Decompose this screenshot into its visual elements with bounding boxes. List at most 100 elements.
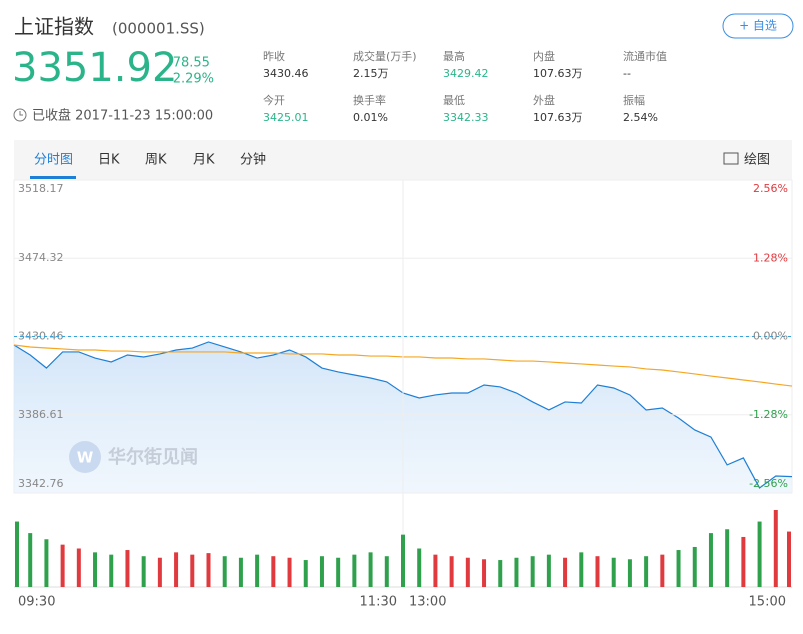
x-tick-label: 11:30: [360, 595, 397, 610]
watermark: 华尔街见闻: [108, 446, 198, 468]
volume-bar: [93, 552, 98, 587]
stat-value: 3430.46: [263, 67, 309, 80]
volume-bar: [157, 557, 162, 587]
tab-underline: [30, 176, 76, 179]
price-change-pct: -2.29%: [168, 72, 214, 87]
volume-bar: [60, 544, 65, 587]
volume-bar: [15, 521, 19, 587]
volume-bar: [530, 556, 535, 587]
y2-tick-label: 1.28%: [753, 251, 788, 264]
volume-bar: [319, 556, 324, 587]
draw-icon[interactable]: [723, 152, 739, 165]
watermark-logo-mark: W: [77, 449, 94, 467]
stat-value: 2.15万: [353, 67, 389, 80]
watch-button[interactable]: [722, 13, 794, 39]
y2-tick-label: 2.56%: [753, 182, 788, 195]
watermark-logo: [69, 441, 101, 473]
volume-bar: [190, 554, 195, 587]
stat-label: 内盘: [533, 49, 555, 63]
stat-label: 流通市值: [623, 49, 667, 63]
stat-value: 0.01%: [353, 111, 388, 124]
volume-bar: [28, 533, 33, 587]
volume-bar: [109, 554, 114, 587]
price-chart: 3342.763386.613430.463474.323518.17-2.56…: [13, 179, 793, 610]
volume-bar: [579, 552, 584, 587]
tab[interactable]: 分时图: [34, 153, 73, 168]
stat-label: 振幅: [623, 93, 645, 107]
stat-value: 3342.33: [443, 111, 489, 124]
y-tick-label: 3342.76: [18, 477, 64, 490]
stat-label: 最低: [443, 94, 465, 107]
watch-button-label[interactable]: + 自选: [739, 19, 777, 33]
volume-bar: [546, 554, 551, 587]
volume-bar: [741, 536, 746, 587]
volume-bar: [417, 548, 422, 587]
volume-bar: [238, 557, 243, 587]
volume-bar: [611, 557, 616, 587]
volume-bar: [125, 550, 130, 587]
stat-label: 外盘: [533, 93, 555, 107]
volume-bar: [465, 557, 470, 587]
y2-tick-label: -1.28%: [749, 408, 788, 421]
volume-bar: [563, 557, 568, 587]
stat-label: 换手率: [353, 93, 386, 107]
y-tick-label: 3474.32: [18, 251, 64, 264]
volume-bar: [514, 557, 519, 587]
tab[interactable]: 分钟: [240, 152, 266, 168]
volume-bar: [174, 552, 179, 587]
stat-label: 昨收: [263, 49, 285, 63]
volume-bar: [676, 550, 681, 587]
stat-value: 3429.42: [443, 67, 489, 80]
volume-bar: [644, 556, 649, 587]
volume-bar: [287, 557, 292, 587]
draw-button[interactable]: 绘图: [744, 153, 770, 168]
volume-bar: [44, 539, 49, 587]
clock-icon: [13, 108, 27, 122]
stat-value: 107.63万: [533, 67, 583, 80]
volume-bar: [595, 556, 600, 587]
volume-bar: [773, 510, 778, 587]
tab[interactable]: 月K: [193, 153, 215, 168]
volume-bar: [303, 560, 308, 587]
x-tick-label: 09:30: [18, 595, 55, 610]
stat-value: 2.54%: [623, 111, 658, 124]
volume-bar: [757, 521, 762, 587]
tab[interactable]: 日K: [98, 153, 120, 168]
y-tick-label: 3386.61: [18, 408, 64, 421]
volume-bar: [482, 559, 487, 587]
volume-bar: [368, 552, 373, 587]
index-title: 上证指数: [14, 15, 94, 39]
tab[interactable]: 周K: [145, 153, 167, 168]
index-code: (000001.SS): [112, 20, 205, 38]
volume-bar: [271, 556, 276, 587]
volume-bar: [787, 531, 791, 587]
stat-value: 107.63万: [533, 111, 583, 124]
stat-value: 3425.01: [263, 111, 309, 124]
volume-bar: [141, 556, 146, 587]
volume-bar: [433, 554, 438, 587]
volume-bar: [352, 554, 357, 587]
stat-label: 今开: [263, 93, 285, 107]
volume-bar: [384, 556, 389, 587]
market-status: 已收盘 2017-11-23 15:00:00: [32, 108, 213, 124]
tabs: 分时图 日K 周K 月K 分钟: [30, 152, 266, 179]
y2-tick-label: -2.56%: [749, 477, 788, 490]
volume-bar: [255, 554, 260, 587]
volume-bar: [627, 559, 632, 587]
x-tick-label: 13:00: [409, 595, 446, 610]
price-change: -78.55: [168, 56, 210, 71]
y2-tick-label: 0.00%: [753, 330, 788, 343]
volume-bar: [692, 546, 697, 587]
y-tick-label: 3518.17: [18, 182, 64, 195]
volume-bar: [401, 534, 405, 587]
clock-hands: [19, 111, 23, 116]
volume-bar: [222, 556, 227, 587]
last-price: 3351.92: [12, 45, 177, 91]
volume-bar: [336, 557, 341, 587]
volume-bar: [449, 556, 454, 587]
tab-bar: [14, 140, 792, 180]
volume-bar: [76, 548, 81, 587]
stat-label: 最高: [443, 49, 465, 63]
volume-bar: [206, 553, 211, 587]
